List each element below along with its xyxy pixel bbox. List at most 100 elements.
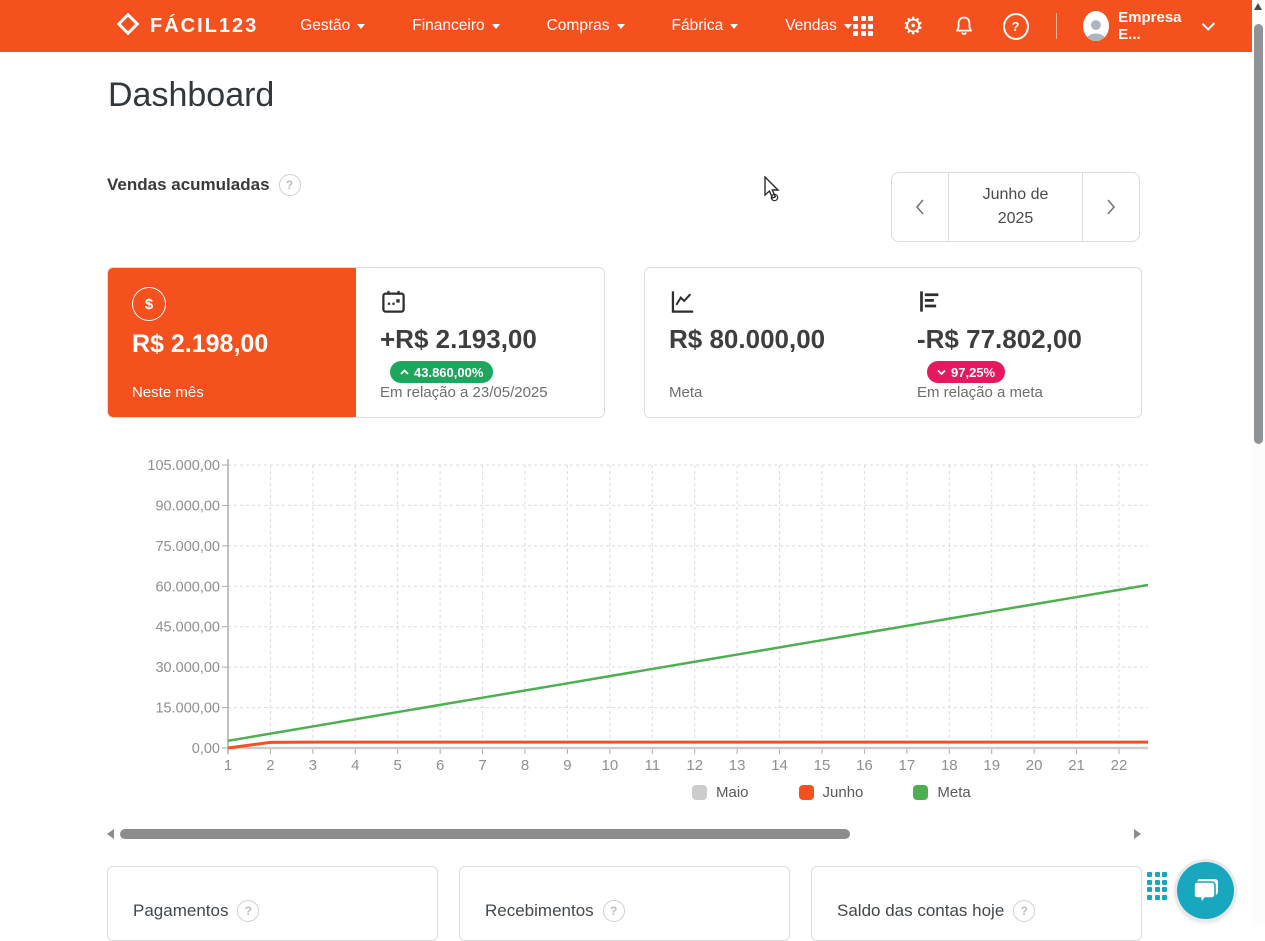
saldo-contas-card: Saldo das contas hoje? [811, 866, 1142, 941]
legend-junho[interactable]: Junho [798, 784, 863, 801]
bell-icon[interactable] [952, 13, 976, 39]
brand-logo[interactable]: FÁCIL123 [115, 11, 258, 42]
brand-diamond-icon [115, 11, 141, 42]
main-menu: Gestão Financeiro Compras Fábrica Vendas [300, 17, 852, 35]
chart-horizontal-scrollbar [104, 826, 1144, 842]
divider [1055, 13, 1057, 39]
svg-text:4: 4 [351, 757, 359, 774]
stat-current-month: $ R$ 2.198,00 Neste mês [108, 268, 356, 417]
stat-label: Meta [669, 384, 703, 401]
stat-label: Em relação a 23/05/2025 [380, 384, 548, 401]
svg-text:14: 14 [771, 757, 788, 774]
svg-text:5: 5 [394, 757, 402, 774]
svg-text:19: 19 [983, 757, 1000, 774]
sales-chart: 0,00 15.000,00 30.000,00 45.000,00 60.000,00… [107, 450, 1149, 780]
maio-swatch [692, 785, 707, 800]
svg-text:7: 7 [478, 757, 486, 774]
legend-meta[interactable]: Meta [913, 784, 971, 801]
svg-text:21: 21 [1068, 757, 1085, 774]
next-month-button[interactable] [1083, 173, 1139, 241]
period-label-button[interactable]: Junho de 2025 [948, 173, 1083, 241]
svg-text:6: 6 [436, 757, 444, 774]
trend-down-icon [937, 369, 946, 375]
svg-text:22: 22 [1111, 757, 1128, 774]
svg-text:0,00: 0,00 [192, 741, 220, 757]
trend-down-badge: 97,25% [927, 361, 1006, 383]
scroll-right-arrow[interactable] [1134, 829, 1141, 839]
recebimentos-card: Recebimentos? [459, 866, 790, 941]
sales-section-title: Vendas acumuladas [107, 175, 270, 194]
meta-swatch [913, 785, 929, 800]
svg-text:105.000,00: 105.000,00 [147, 458, 220, 474]
menu-vendas[interactable]: Vendas [785, 17, 852, 35]
page-title: Dashboard [108, 76, 275, 114]
user-name: Empresa E... [1118, 9, 1182, 43]
stat-value: R$ 2.198,00 [132, 330, 269, 358]
svg-text:90.000,00: 90.000,00 [155, 498, 220, 514]
caret-down-icon [730, 23, 739, 29]
line-chart-icon [669, 287, 877, 315]
chat-widget-button[interactable] [1177, 862, 1234, 919]
page-vertical-scrollbar [1252, 0, 1265, 927]
svg-text:15.000,00: 15.000,00 [155, 701, 220, 717]
help-icon[interactable]: ? [1013, 900, 1036, 922]
menu-gestao[interactable]: Gestão [300, 17, 366, 35]
junho-swatch [798, 785, 814, 800]
menu-compras[interactable]: Compras [547, 17, 625, 35]
svg-text:20: 20 [1026, 757, 1043, 774]
scroll-left-arrow[interactable] [107, 829, 114, 839]
svg-text:75.000,00: 75.000,00 [155, 539, 220, 555]
recebimentos-title: Recebimentos [485, 901, 594, 920]
scroll-up-arrow[interactable] [1254, 3, 1262, 10]
help-icon[interactable]: ? [602, 900, 625, 922]
stat-meta: R$ 80.000,00 Meta [645, 268, 893, 417]
stat-value: R$ 80.000,00 [669, 324, 826, 354]
svg-text:2: 2 [266, 757, 274, 774]
caret-down-icon [491, 23, 500, 29]
chevron-down-icon [1202, 17, 1216, 31]
chart-legend: Maio Junho Meta [692, 784, 971, 801]
prev-month-button[interactable] [892, 173, 948, 241]
help-icon[interactable]: ? [237, 900, 260, 922]
legend-maio[interactable]: Maio [692, 784, 749, 801]
help-icon[interactable]: ? [278, 174, 301, 196]
pagamentos-card: Pagamentos? [107, 866, 438, 941]
svg-text:13: 13 [729, 757, 746, 774]
bars-icon [917, 287, 1125, 315]
svg-text:8: 8 [521, 757, 529, 774]
caret-down-icon [616, 23, 625, 29]
svg-text:30.000,00: 30.000,00 [155, 660, 220, 676]
user-menu[interactable]: Empresa E... [1083, 9, 1216, 43]
mouse-cursor [762, 175, 786, 211]
stat-label: Em relação a meta [917, 384, 1043, 401]
stat-label: Neste mês [132, 384, 204, 401]
horizontal-scroll-thumb[interactable] [120, 829, 850, 839]
svg-text:3: 3 [309, 757, 317, 774]
svg-text:60.000,00: 60.000,00 [155, 579, 220, 595]
sales-chart-svg: 0,00 15.000,00 30.000,00 45.000,00 60.000,00… [147, 458, 1149, 774]
pagamentos-title: Pagamentos [133, 901, 229, 920]
stat-meta-delta: -R$ 77.802,00 97,25% Em relação a meta [893, 268, 1141, 417]
stat-value: +R$ 2.193,00 [380, 324, 537, 354]
svg-text:12: 12 [686, 757, 703, 774]
dollar-icon: $ [132, 287, 166, 321]
svg-text:16: 16 [856, 757, 873, 774]
svg-text:10: 10 [602, 757, 619, 774]
trend-up-badge: 43.860,00% [390, 361, 494, 383]
stat-delta-vs-date: +R$ 2.193,00 43.860,00% Em relação a 23/… [356, 268, 604, 417]
vertical-scroll-thumb[interactable] [1254, 24, 1263, 444]
svg-text:17: 17 [899, 757, 916, 774]
apps-icon[interactable] [852, 13, 875, 39]
menu-fabrica[interactable]: Fábrica [672, 17, 739, 35]
calendar-icon [380, 287, 588, 315]
saldo-contas-title: Saldo das contas hoje [837, 901, 1005, 920]
menu-financeiro[interactable]: Financeiro [412, 17, 500, 35]
help-icon[interactable]: ? [1002, 12, 1029, 40]
gear-icon[interactable]: ⚙ [902, 12, 924, 40]
widget-drag-handle-icon[interactable] [1147, 872, 1167, 900]
svg-text:45.000,00: 45.000,00 [155, 620, 220, 636]
svg-text:18: 18 [941, 757, 958, 774]
meta-stats-card: R$ 80.000,00 Meta -R$ 77.802,00 97,25% E… [644, 267, 1142, 418]
brand-text: FÁCIL123 [150, 14, 259, 37]
stat-value: -R$ 77.802,00 [917, 324, 1082, 354]
